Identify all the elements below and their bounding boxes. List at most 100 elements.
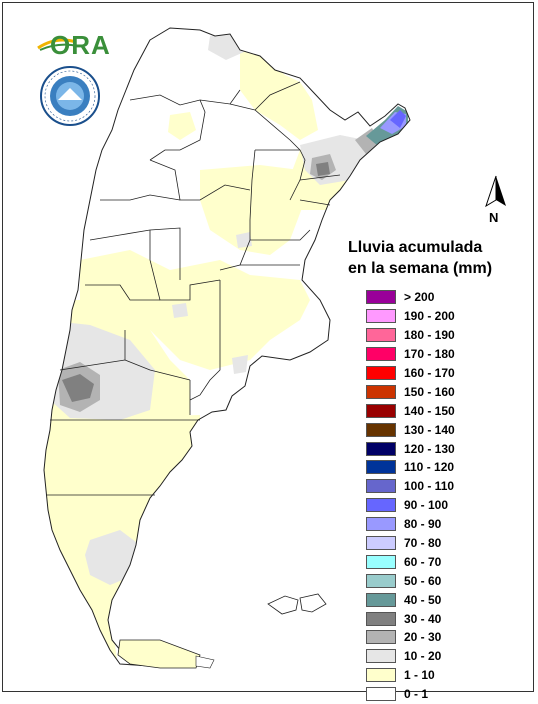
legend-label: 80 - 90 [404, 517, 442, 532]
smn-seal-icon [40, 66, 100, 126]
legend: > 200 190 - 200 180 - 190 170 - 180 160 - 17… [366, 288, 455, 704]
legend-label: 30 - 40 [404, 611, 442, 626]
legend-swatch [366, 649, 396, 664]
legend-item: 120 - 130 [366, 439, 455, 458]
legend-item: 1 - 10 [366, 666, 455, 685]
legend-item: 50 - 60 [366, 571, 455, 590]
boundary-mendoza-lapampa [124, 330, 191, 381]
ora-logo-text: ORA [50, 30, 111, 60]
boundary-formosa-chaco [254, 81, 301, 111]
legend-swatch [366, 384, 396, 399]
legend-swatch [366, 536, 396, 551]
boundary-santiago-santa-fe [219, 149, 256, 271]
legend-label: 140 - 150 [404, 403, 455, 418]
legend-label: 90 - 100 [404, 498, 449, 513]
legend-label: 110 - 120 [404, 460, 455, 475]
legend-item: 140 - 150 [366, 401, 455, 420]
north-arrow-icon [485, 175, 506, 208]
boundary-catamarca-larioja [100, 194, 181, 201]
legend-item: 40 - 50 [366, 590, 455, 609]
rain-area-tucuman [168, 112, 196, 140]
boundary-salta-tucuman [149, 99, 206, 161]
legend-item: 80 - 90 [366, 515, 455, 534]
legend-title-line2: en la semana (mm) [348, 260, 493, 277]
boundary-mendoza-sanjuan [85, 284, 160, 301]
legend-label: 70 - 80 [404, 536, 442, 551]
legend-swatch [366, 554, 396, 569]
rain-area-dark-neuquen [62, 374, 94, 402]
malvinas-east [299, 593, 327, 613]
rain-area-santa-cruz [85, 530, 140, 585]
boundary-neuquen-mendoza [59, 359, 126, 371]
legend-swatch [366, 403, 396, 418]
legend-label: 50 - 60 [404, 573, 442, 588]
rain-area-santiago [200, 165, 305, 255]
ora-logo: ORA [36, 30, 110, 60]
legend-swatch [366, 630, 396, 645]
legend-label: 20 - 30 [404, 630, 442, 645]
legend-item: 130 - 140 [366, 420, 455, 439]
legend-swatch [366, 290, 396, 305]
legend-swatch [366, 479, 396, 494]
boundary-catamarca-santiago [149, 159, 251, 201]
legend-swatch [366, 309, 396, 324]
legend-item: 30 - 40 [366, 609, 455, 628]
rain-area-coast-spot [232, 355, 248, 374]
legend-swatch [366, 573, 396, 588]
rain-area-center [80, 250, 310, 370]
legend-item: 70 - 80 [366, 534, 455, 553]
legend-item: 100 - 110 [366, 477, 455, 496]
rain-area-dark-corrientes [316, 162, 330, 176]
legend-swatch [366, 328, 396, 343]
boundary-jujuy-salta [129, 89, 241, 106]
province-boundaries [46, 81, 341, 496]
legend-label: 170 - 180 [404, 347, 455, 362]
legend-item: 90 - 100 [366, 496, 455, 515]
rain-area-misiones-90-100 [390, 110, 406, 128]
isla-de-los-estados [195, 655, 215, 669]
legend-swatch [366, 422, 396, 437]
legend-swatch [366, 517, 396, 532]
legend-title-line1: Lluvia acumulada [348, 239, 483, 256]
legend-item: 170 - 180 [366, 345, 455, 364]
boundary-corrientes-misiones [299, 174, 341, 181]
legend-title: Lluvia acumulada en la semana (mm) [348, 237, 492, 279]
legend-item: 10 - 20 [366, 647, 455, 666]
north-label: N [489, 210, 499, 225]
legend-item: 190 - 200 [366, 307, 455, 326]
legend-label: 190 - 200 [404, 309, 455, 324]
smn-seal-logo [40, 66, 100, 126]
legend-swatch [366, 687, 396, 702]
boundary-buenos-aires-lapampa [189, 280, 221, 401]
legend-label: 180 - 190 [404, 328, 455, 343]
legend-label: 120 - 130 [404, 441, 455, 456]
legend-swatch [366, 366, 396, 380]
legend-swatch [366, 498, 396, 513]
ora-swoosh-icon [37, 38, 79, 51]
legend-item: 20 - 30 [366, 628, 455, 647]
legend-item: 160 - 170 [366, 364, 455, 383]
legend-label: 150 - 160 [404, 384, 455, 399]
legend-label: 60 - 70 [404, 554, 442, 569]
legend-label: 10 - 20 [404, 649, 442, 664]
legend-label: 40 - 50 [404, 592, 442, 607]
boundary-chaco-santa-fe [255, 149, 306, 201]
legend-label: 160 - 170 [404, 366, 455, 380]
rain-area-formosa [240, 50, 318, 140]
tierra-del-fuego [117, 639, 201, 669]
legend-label: 130 - 140 [404, 422, 455, 437]
legend-label: 0 - 1 [404, 687, 429, 702]
boundary-santa-fe-entrerios [250, 229, 311, 241]
legend-swatch [366, 592, 396, 607]
legend-item: 150 - 160 [366, 382, 455, 401]
legend-swatch [366, 347, 396, 362]
boundary-cordoba-sanluis [149, 230, 221, 301]
rainfall-areas [44, 34, 408, 666]
legend-swatch [366, 668, 396, 683]
legend-swatch [366, 611, 396, 626]
legend-item: 110 - 120 [366, 458, 455, 477]
boundary-salta-chaco [229, 103, 301, 151]
legend-swatch [366, 460, 396, 475]
legend-label: 100 - 110 [404, 479, 455, 494]
